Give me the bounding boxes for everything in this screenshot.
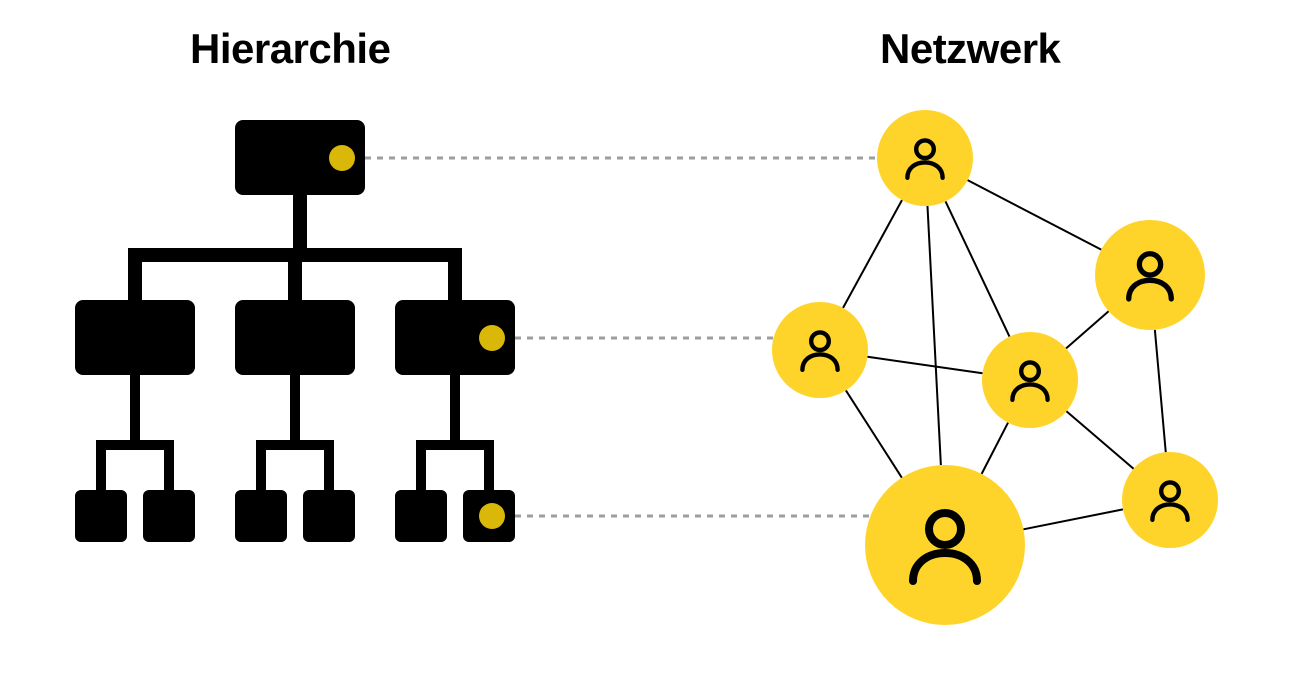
connector-horizontal	[96, 440, 174, 450]
network-edge	[946, 201, 1010, 336]
highlight-dot	[479, 503, 505, 529]
hierarchy-leaf-box-3	[303, 490, 355, 542]
network-edge	[968, 180, 1102, 249]
network-edge	[868, 357, 983, 373]
network-node-center	[982, 332, 1078, 428]
network-edge	[927, 206, 940, 465]
title-hierarchy: Hierarchie	[190, 25, 390, 73]
person-icon	[1004, 354, 1057, 407]
connector-vertical	[416, 440, 426, 490]
hierarchy-leaf-box-2	[235, 490, 287, 542]
title-network: Netzwerk	[880, 25, 1060, 73]
person-icon	[1118, 243, 1182, 307]
highlight-dot	[479, 325, 505, 351]
network-node-bigbot	[865, 465, 1025, 625]
network-node-botr	[1122, 452, 1218, 548]
person-icon	[897, 497, 993, 593]
connector-horizontal	[256, 440, 334, 450]
network-node-top	[877, 110, 973, 206]
connector-vertical	[164, 440, 174, 490]
connector-vertical	[290, 375, 300, 450]
connector-vertical	[130, 375, 140, 450]
network-node-right	[1095, 220, 1205, 330]
connector-vertical	[288, 248, 302, 300]
hierarchy-leaf-box-1	[143, 490, 195, 542]
connector-vertical	[324, 440, 334, 490]
hierarchy-mid-box-0	[75, 300, 195, 375]
person-icon	[794, 324, 847, 377]
person-icon	[1144, 474, 1197, 527]
connector-vertical	[448, 248, 462, 300]
hierarchy-leaf-box-0	[75, 490, 127, 542]
network-edge	[1066, 311, 1108, 348]
diagram-canvas: Hierarchie Netzwerk	[0, 0, 1294, 692]
highlight-dot	[329, 145, 355, 171]
connector-horizontal	[416, 440, 494, 450]
network-node-left	[772, 302, 868, 398]
network-edge	[1066, 411, 1133, 469]
network-edge	[1023, 509, 1122, 529]
network-edge	[843, 200, 902, 308]
connector-vertical	[96, 440, 106, 490]
connector-vertical	[484, 440, 494, 490]
connector-vertical	[450, 375, 460, 450]
connector-vertical	[128, 248, 142, 300]
connector-vertical	[256, 440, 266, 490]
network-edge	[982, 423, 1008, 474]
hierarchy-mid-box-1	[235, 300, 355, 375]
network-edge	[846, 390, 902, 477]
person-icon	[899, 132, 952, 185]
network-edge	[1155, 330, 1166, 452]
hierarchy-leaf-box-4	[395, 490, 447, 542]
